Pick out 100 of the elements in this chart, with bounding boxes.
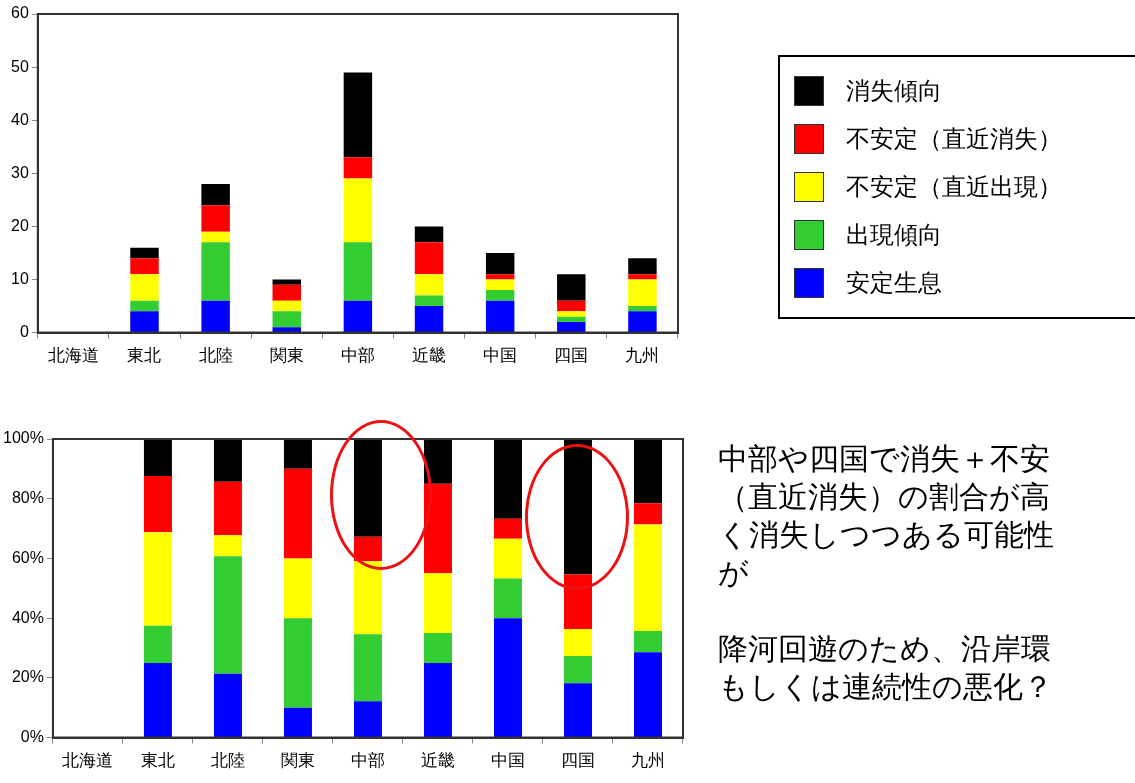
x-tick-label: 東北 [127, 346, 162, 366]
bar [201, 242, 230, 301]
bar [557, 300, 586, 312]
bar [414, 295, 444, 307]
y-tick-label: 80% [11, 489, 44, 507]
y-tick-label: 20% [11, 668, 44, 686]
bar [213, 556, 242, 674]
bar [130, 258, 159, 275]
x-tick-label: 近畿 [412, 346, 447, 366]
x-tick-label: 北陸 [210, 751, 245, 771]
bar [201, 183, 230, 206]
bar [343, 300, 373, 333]
bar [213, 481, 242, 536]
bar [485, 274, 515, 280]
bar [557, 321, 586, 333]
text: 降河回遊のため、沿岸環もしくは連続性の悪化？ [718, 630, 1054, 706]
bar [343, 242, 373, 301]
bar [563, 656, 592, 684]
bar [353, 634, 382, 702]
bar [493, 439, 522, 519]
y-tick-label: 50 [11, 57, 29, 75]
bar [213, 439, 242, 482]
bar [130, 300, 159, 312]
bar [213, 535, 242, 557]
x-tick-label: 九州 [625, 346, 660, 366]
bar [283, 618, 312, 708]
bar [633, 652, 662, 738]
y-tick-label: 0% [20, 728, 44, 746]
bar [143, 439, 172, 477]
legend-label: 出現傾向 [846, 220, 942, 251]
bar [633, 524, 662, 631]
bar [353, 536, 382, 562]
bar [213, 673, 242, 738]
bar [272, 327, 301, 333]
bar [493, 538, 522, 579]
bar [493, 578, 522, 619]
bar [563, 574, 592, 629]
bar [633, 503, 662, 525]
x-tick-label: 九州 [631, 751, 665, 771]
bar [414, 306, 444, 333]
bar [414, 226, 444, 243]
bar [143, 625, 172, 663]
bar [563, 683, 592, 738]
bar [628, 311, 657, 333]
bar [628, 279, 657, 307]
bar [628, 306, 657, 312]
x-tick-label: 北海道 [47, 346, 99, 366]
x-tick-label: 北陸 [198, 346, 233, 366]
bar [557, 316, 586, 322]
bar [343, 72, 373, 158]
bar [283, 707, 312, 738]
bar [485, 252, 515, 275]
bar [493, 618, 522, 738]
bar [143, 532, 172, 626]
text: 中部や四国で消失＋不安（直近消失）の割合が高く消失しつつある可能性が [718, 440, 1055, 592]
bar [343, 157, 373, 179]
y-tick-label: 60% [11, 548, 44, 566]
bar [423, 439, 452, 484]
bar [143, 476, 172, 533]
bar [414, 242, 444, 275]
bar [414, 274, 444, 296]
bar [423, 483, 452, 574]
x-tick-label: 中国 [483, 346, 518, 366]
x-tick-label: 四国 [554, 346, 589, 366]
y-tick-label: 20 [11, 216, 29, 234]
x-tick-label: 北海道 [62, 751, 114, 771]
bar [423, 633, 452, 663]
bar [283, 558, 312, 619]
bar [343, 178, 373, 243]
x-tick-label: 東北 [140, 751, 175, 771]
y-tick-label: 10 [11, 269, 29, 287]
bar [283, 439, 312, 469]
bar [353, 561, 382, 635]
bar [423, 573, 452, 634]
legend-label: 消失傾向 [846, 76, 942, 107]
bar [557, 274, 586, 301]
bar [272, 279, 301, 285]
y-tick-label: 40 [11, 110, 29, 128]
y-tick-label: 100% [3, 429, 44, 447]
legend-label: 安定生息 [846, 268, 942, 299]
bar [201, 300, 230, 333]
y-tick-label: 40% [11, 608, 44, 626]
legend-label: 不安定（直近出現） [846, 172, 1062, 203]
bar [130, 247, 159, 259]
bar [485, 300, 515, 333]
bar [423, 662, 452, 738]
bar [143, 662, 172, 738]
bar [493, 518, 522, 539]
x-tick-label: 中部 [350, 751, 385, 771]
bar [563, 628, 592, 657]
bar [353, 439, 382, 537]
bar [353, 701, 382, 738]
x-tick-label: 関東 [280, 751, 315, 771]
bar [272, 311, 301, 328]
bar [130, 274, 159, 301]
bar [563, 439, 592, 575]
bar [272, 300, 301, 312]
x-tick-label: 中国 [490, 751, 525, 771]
x-tick-label: 関東 [269, 346, 304, 366]
bar [272, 284, 301, 301]
